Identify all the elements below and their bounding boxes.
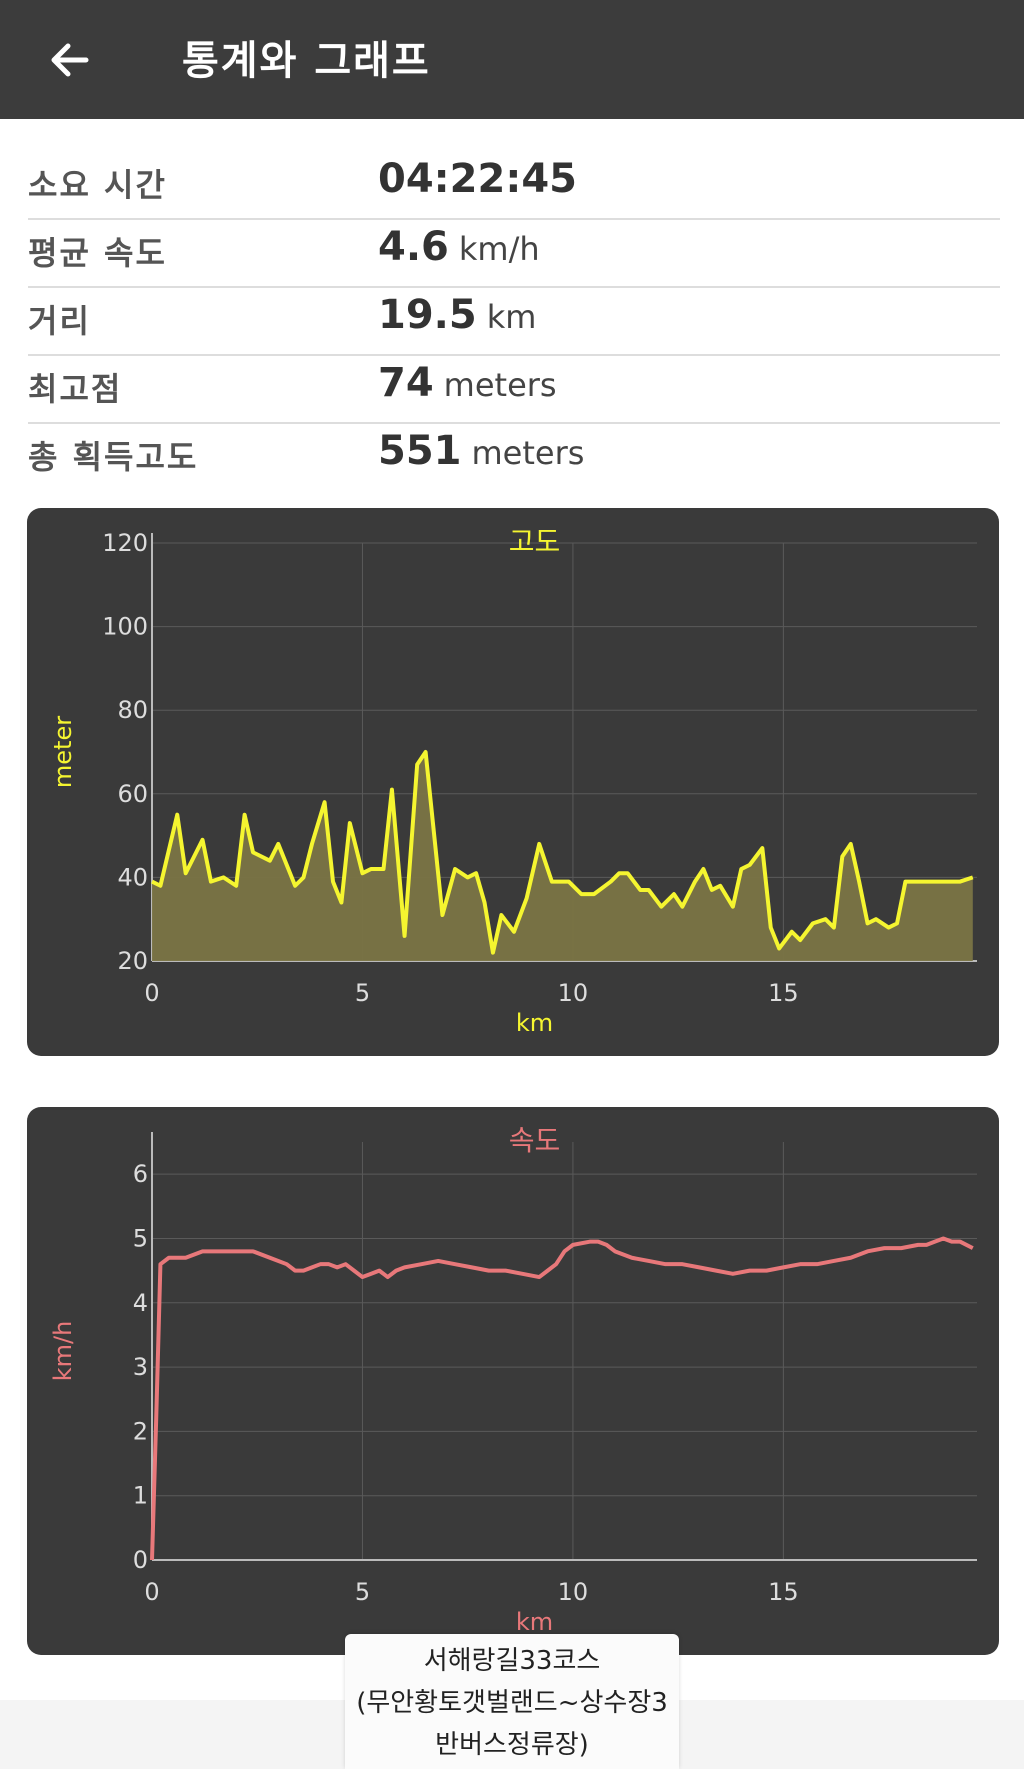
x-axis-label: km: [516, 1608, 553, 1636]
y-tick-label: 4: [133, 1289, 148, 1317]
stat-label: 소요 시간: [28, 166, 167, 204]
y-tick-label: 20: [117, 947, 148, 975]
stat-number: 551: [378, 428, 462, 474]
stat-value: 19.5 km: [378, 292, 536, 338]
x-axis-label: km: [516, 1009, 553, 1037]
stat-label: 평균 속도: [28, 234, 167, 272]
y-tick-label: 2: [133, 1417, 148, 1445]
stat-number: 04:22:45: [378, 156, 577, 202]
stat-row-avg-speed: 평균 속도 4.6 km/h: [28, 220, 1000, 288]
stat-value: 04:22:45: [378, 156, 577, 202]
course-name-line: 반버스정류장): [435, 1730, 589, 1760]
course-name-line: 서해랑길33코스: [423, 1646, 601, 1676]
chart-title: 고도: [509, 525, 561, 558]
stat-number: 74: [378, 360, 434, 406]
elevation-area-fill: [152, 752, 973, 961]
elevation-chart-card: 0 5 10 15 20 40 60 80 100 120 고도 km meter: [27, 508, 999, 1056]
y-tick-label: 1: [133, 1482, 148, 1510]
y-axis-label: km/h: [49, 1321, 77, 1382]
x-tick-label: 10: [558, 979, 589, 1007]
y-tick-label: 5: [133, 1224, 148, 1252]
chart-title: 속도: [509, 1124, 561, 1157]
y-tick-label: 3: [133, 1353, 148, 1381]
y-tick-label: 40: [117, 863, 148, 891]
x-tick-label: 5: [355, 1578, 370, 1606]
x-tick-label: 0: [144, 1578, 159, 1606]
x-tick-label: 15: [768, 979, 799, 1007]
x-tick-label: 15: [768, 1578, 799, 1606]
stat-label: 총 획득고도: [28, 438, 199, 476]
stat-row-highest-point: 최고점 74 meters: [28, 356, 1000, 424]
stats-list: 소요 시간 04:22:45 평균 속도 4.6 km/h 거리 19.5 km 최…: [28, 152, 1000, 492]
speed-line: [150, 1236, 974, 1561]
elevation-chart: 0 5 10 15 20 40 60 80 100 120 고도 km meter: [49, 525, 977, 1037]
arrow-left-icon: [51, 43, 89, 77]
speed-chart-card: 0 5 10 15 0 1 2 3 4 5 6 속도 km km/h: [27, 1107, 999, 1655]
elevation-line: [151, 750, 974, 955]
stat-value: 4.6 km/h: [378, 224, 540, 270]
y-axis-label: meter: [49, 716, 77, 788]
stat-unit: meters: [471, 434, 585, 472]
stat-label: 거리: [28, 302, 91, 340]
stat-unit: meters: [443, 366, 557, 404]
stat-row-duration: 소요 시간 04:22:45: [28, 152, 1000, 220]
app-bar: 통계와 그래프: [0, 0, 1024, 119]
stat-unit: km: [486, 298, 537, 336]
y-tick-label: 100: [102, 613, 148, 641]
stat-number: 4.6: [378, 224, 449, 270]
grid-lines: [151, 1142, 977, 1561]
back-button[interactable]: [40, 30, 100, 90]
x-tick-label: 5: [355, 979, 370, 1007]
speed-chart: 0 5 10 15 0 1 2 3 4 5 6 속도 km km/h: [49, 1124, 977, 1636]
y-tick-label: 120: [102, 529, 148, 557]
stat-row-distance: 거리 19.5 km: [28, 288, 1000, 356]
y-tick-label: 6: [133, 1160, 148, 1188]
course-name-line: (무안황토갯벌랜드~상수장3: [356, 1688, 668, 1718]
x-tick-label: 0: [144, 979, 159, 1007]
stat-value: 74 meters: [378, 360, 557, 406]
y-tick-label: 0: [133, 1546, 148, 1574]
y-tick-label: 80: [117, 696, 148, 724]
page-title: 통계와 그래프: [182, 38, 431, 84]
stat-unit: km/h: [458, 230, 540, 268]
stat-value: 551 meters: [378, 428, 584, 474]
stat-label: 최고점: [28, 370, 123, 408]
stat-number: 19.5: [378, 292, 477, 338]
course-name-label[interactable]: 서해랑길33코스 (무안황토갯벌랜드~상수장3 반버스정류장): [345, 1634, 679, 1769]
y-tick-label: 60: [117, 780, 148, 808]
x-tick-label: 10: [558, 1578, 589, 1606]
stat-row-total-ascent: 총 획득고도 551 meters: [28, 424, 1000, 492]
